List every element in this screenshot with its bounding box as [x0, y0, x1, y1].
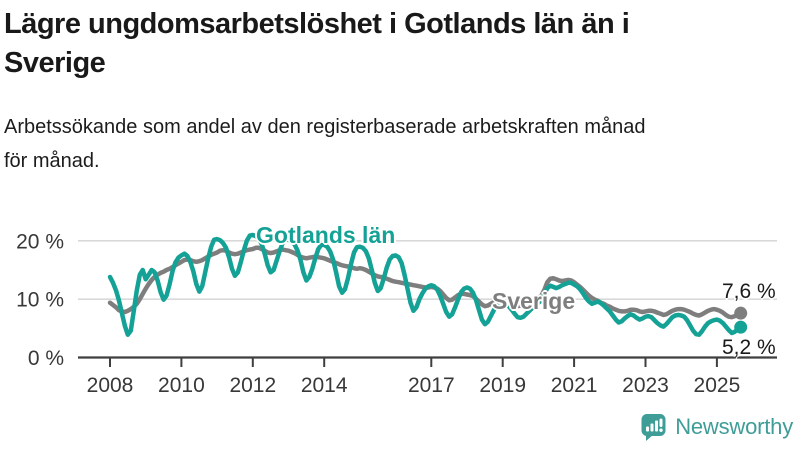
page-title: Lägre ungdomsarbetslöshet i Gotlands län… [4, 5, 630, 83]
title-line-1: Lägre ungdomsarbetslöshet i Gotlands län… [4, 8, 630, 40]
newsworthy-logo-text: Newsworthy [675, 414, 793, 439]
x-tick-label: 2008 [87, 374, 134, 397]
x-tick-label: 2012 [229, 374, 276, 397]
end-dot-sverige [734, 306, 748, 320]
end-value-label-gotland: 5,2 % [722, 336, 776, 359]
end-dot-gotlands-l-n [734, 320, 748, 334]
y-tick-label: 0 % [28, 347, 64, 370]
x-tick-label: 2025 [694, 374, 741, 397]
end-value-label-sverige: 7,6 % [722, 280, 776, 303]
chart-subtitle: Arbetssökande som andel av den registerb… [4, 110, 646, 178]
subtitle-line-2: för månad. [4, 150, 100, 172]
x-tick-label: 2021 [551, 374, 598, 397]
newsworthy-logo: Newsworthy [640, 412, 793, 442]
x-tick-label: 2017 [408, 374, 455, 397]
x-tick-label: 2023 [622, 374, 669, 397]
x-tick-label: 2019 [479, 374, 526, 397]
y-tick-label: 20 % [16, 230, 64, 253]
series-label-gotland: Gotlands län [256, 222, 396, 248]
newsworthy-logo-icon [641, 414, 666, 441]
x-tick-label: 2014 [301, 374, 348, 397]
subtitle-line-1: Arbetssökande som andel av den registerb… [4, 116, 646, 138]
x-tick-label: 2010 [158, 374, 205, 397]
y-tick-label: 10 % [16, 289, 64, 312]
title-line-2: Sverige [4, 47, 106, 79]
line-gotlands-l-n [107, 232, 743, 337]
series-label-sverige: Sverige [492, 288, 576, 314]
